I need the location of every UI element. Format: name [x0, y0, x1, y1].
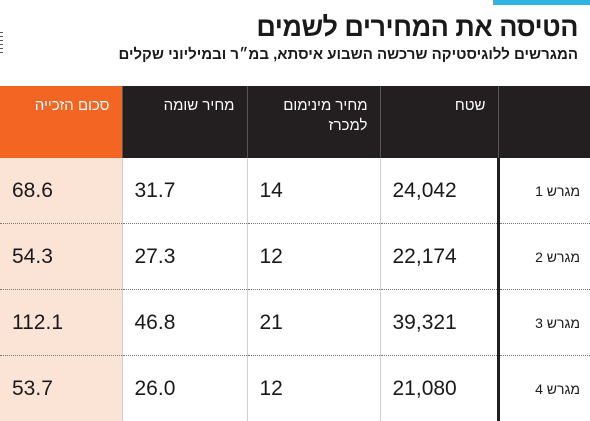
cell-winning-amount: 54.3	[0, 224, 122, 290]
cell-appraised-price: 27.3	[122, 224, 247, 290]
header-appraised-price: מחיר שומה	[122, 86, 247, 158]
cell-min-price: 12	[247, 356, 380, 421]
cell-min-price: 12	[247, 224, 380, 290]
cell-area: 39,321	[380, 290, 498, 356]
header-min-price: מחיר מינימום למכרז	[247, 86, 380, 158]
cell-appraised-price: 46.8	[122, 290, 247, 356]
cell-winning-amount: 53.7	[0, 356, 122, 421]
row-label: מגרש 4	[498, 356, 590, 421]
cell-min-price: 21	[247, 290, 380, 356]
cell-appraised-price: 31.7	[122, 158, 247, 224]
cell-min-price: 14	[247, 158, 380, 224]
row-label: מגרש 3	[498, 290, 590, 356]
cell-area: 22,174	[380, 224, 498, 290]
table-row: מגרש 3 39,321 21 46.8 112.1	[0, 290, 590, 356]
chart-title: הטיסה את המחירים לשמים	[256, 12, 578, 43]
table-row: מגרש 2 22,174 12 27.3 54.3	[0, 224, 590, 290]
table-row: מגרש 4 21,080 12 26.0 53.7	[0, 356, 590, 421]
row-label: מגרש 1	[498, 158, 590, 224]
accent-bar	[493, 0, 590, 5]
header-row: שטח מחיר מינימום למכרז מחיר שומה סכום הז…	[0, 86, 590, 158]
cell-area: 24,042	[380, 158, 498, 224]
cell-winning-amount: 68.6	[0, 158, 122, 224]
row-label: מגרש 2	[498, 224, 590, 290]
header-area: שטח	[380, 86, 498, 158]
cell-winning-amount: 112.1	[0, 290, 122, 356]
table-row: מגרש 1 24,042 14 31.7 68.6	[0, 158, 590, 224]
cell-area: 21,080	[380, 356, 498, 421]
side-tick-marks	[0, 32, 3, 56]
cell-appraised-price: 26.0	[122, 356, 247, 421]
chart-subtitle: המגרשים ללוגיסטיקה שרכשה השבוע איסתא, במ…	[118, 46, 578, 63]
header-lot-blank	[498, 86, 590, 158]
header-winning-amount: סכום הזכייה	[0, 86, 122, 158]
data-table: שטח מחיר מינימום למכרז מחיר שומה סכום הז…	[0, 86, 590, 421]
